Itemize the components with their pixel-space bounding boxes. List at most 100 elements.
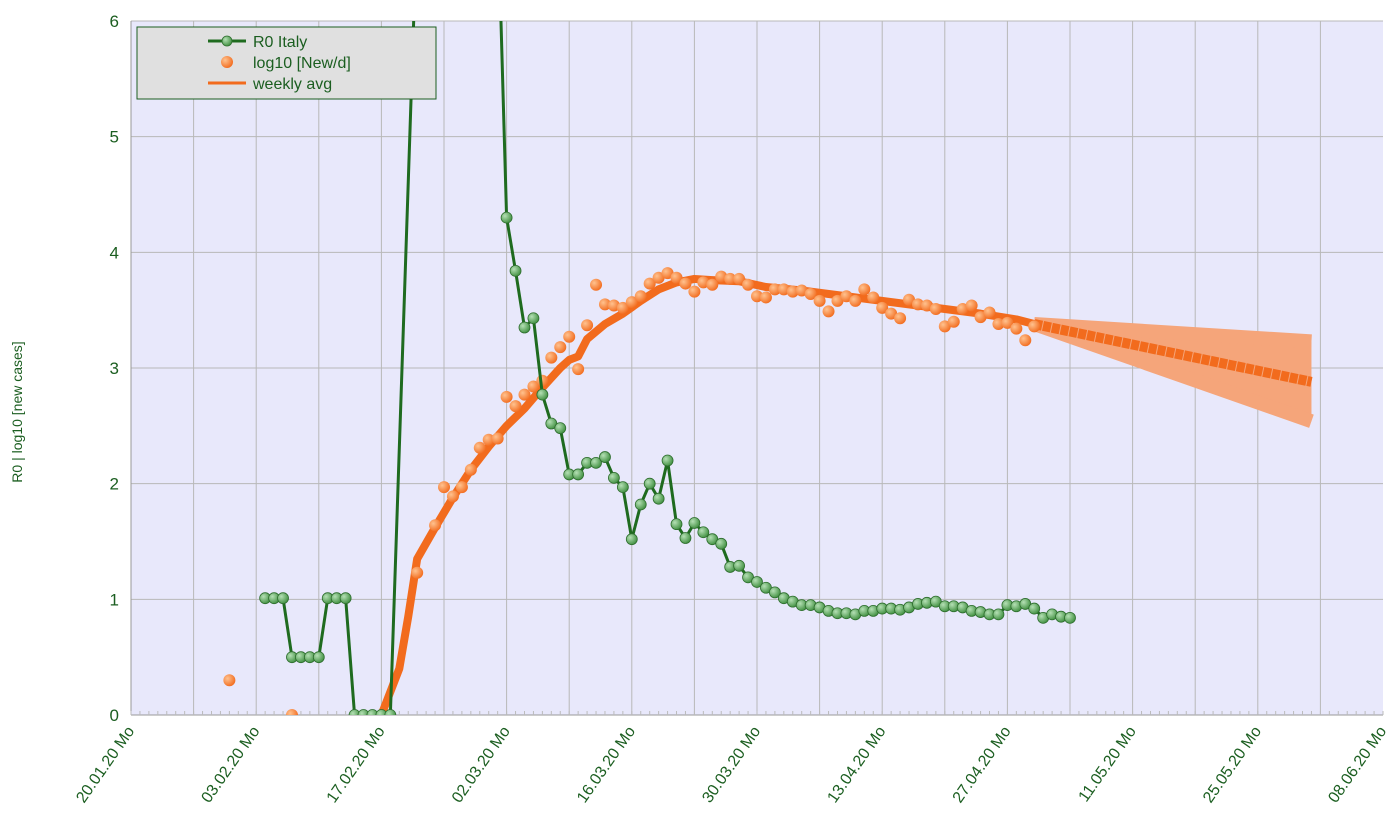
r0-point: [500, 211, 513, 224]
log-cases-point: [903, 293, 916, 306]
r0-point: [992, 608, 1005, 621]
log-cases-point: [527, 380, 540, 393]
r0-point: [768, 586, 781, 599]
log-cases-point: [768, 283, 781, 296]
x-tick-label: 03.02.20 Mo: [199, 723, 264, 806]
log-cases-point: [643, 277, 656, 290]
log-cases-point: [563, 330, 576, 343]
log-cases-point: [1019, 334, 1032, 347]
r0-point: [554, 422, 567, 435]
r0-point: [590, 456, 602, 469]
log-cases-point: [759, 291, 772, 304]
log-cases-point: [411, 566, 424, 579]
log-cases-point: [894, 312, 907, 325]
log-cases-point: [822, 305, 835, 318]
log-cases-point: [840, 290, 853, 303]
legend-label: log10 [New/d]: [253, 55, 351, 72]
log-cases-point: [491, 432, 504, 445]
log-cases-point: [849, 294, 862, 307]
r0-point: [375, 709, 388, 715]
log-cases-point: [223, 674, 236, 687]
r0-point: [384, 709, 397, 715]
log-cases-point: [938, 320, 951, 333]
log-cases-point: [876, 301, 889, 314]
log-cases-point: [473, 441, 486, 454]
log-cases-point: [983, 306, 996, 319]
log-cases-point: [429, 519, 442, 532]
log-cases-point: [518, 388, 531, 401]
log-cases-point: [733, 272, 746, 285]
r0-point: [312, 651, 325, 664]
log-cases-point: [464, 463, 477, 476]
r0-point: [518, 321, 531, 334]
log-cases-point: [706, 278, 719, 291]
r0-point: [643, 477, 656, 490]
x-tick-label: 30.03.20 Mo: [699, 723, 764, 806]
y-tick-label: 4: [110, 243, 119, 262]
y-tick-label: 5: [110, 128, 119, 147]
r0-point: [608, 471, 620, 484]
log-cases-point: [590, 278, 603, 291]
log-cases-point: [625, 296, 638, 309]
x-axis: 20.01.20 Mo 03.02.20 Mo 17.02.20 Mo 02.03.2…: [73, 723, 1390, 806]
x-tick-label: 02.03.20 Mo: [449, 723, 514, 806]
y-tick-label: 6: [110, 12, 119, 31]
log-cases-point: [813, 294, 826, 307]
r0-point: [697, 526, 710, 539]
log-cases-point: [634, 290, 647, 303]
projection-band-edge: [1031, 317, 1314, 428]
r0-point: [733, 559, 746, 572]
y-axis-label: R0 | log10 [new cases]: [9, 341, 25, 482]
log-cases-point: [545, 351, 558, 364]
x-tick-label: 20.01.20 Mo: [73, 723, 138, 806]
log-cases-point: [867, 291, 880, 304]
log-cases-point: [598, 298, 611, 311]
log-cases-point: [947, 315, 960, 328]
r0-point: [536, 388, 549, 401]
r0-point: [339, 592, 352, 605]
y-tick-label: 1: [110, 590, 119, 609]
log-cases-point: [1028, 320, 1041, 333]
r0-point: [715, 537, 728, 550]
log-cases-point: [616, 301, 629, 314]
legend-swatch-log-cases: [221, 56, 233, 68]
log-cases-point: [482, 433, 495, 446]
projection-band-edge: [1033, 317, 1312, 349]
log-cases-point: [285, 709, 298, 715]
r0-point: [616, 481, 629, 494]
x-tick-label: 17.02.20 Mo: [324, 723, 389, 806]
r0-point: [572, 468, 585, 481]
log-cases-point: [724, 272, 737, 285]
r0-point: [348, 709, 361, 715]
log-cases-point: [509, 400, 522, 413]
log-cases-point: [455, 481, 468, 494]
r0-point: [277, 592, 289, 605]
r0-point: [1028, 602, 1041, 615]
log-cases-point: [688, 285, 701, 298]
legend-label: R0 Italy: [253, 34, 307, 51]
y-axis: 0 1 2 3 4 5 6: [110, 12, 119, 725]
log-cases-point: [911, 298, 924, 311]
log-cases-point: [885, 307, 898, 320]
log-cases-point: [1010, 322, 1023, 335]
legend-swatch-r0-marker: [221, 35, 233, 47]
r0-point: [599, 451, 611, 463]
x-tick-label: 08.06.20 Mo: [1325, 723, 1390, 806]
log-cases-point: [974, 311, 987, 324]
r0-point: [634, 498, 647, 511]
log-cases-point: [786, 285, 799, 298]
x-tick-label: 13.04.20 Mo: [825, 723, 890, 806]
log-cases-point: [670, 271, 683, 284]
r0-point: [652, 492, 665, 505]
legend-box: [136, 26, 437, 100]
log-cases-point: [446, 490, 459, 503]
r0-point: [688, 517, 701, 529]
grid: [130, 20, 1383, 716]
r0-point: [679, 532, 692, 544]
y-tick-label: 0: [110, 706, 119, 725]
r0-point: [509, 264, 522, 277]
log-cases-point: [992, 318, 1005, 331]
log-cases-point: [554, 341, 567, 354]
series-layer: [223, 21, 1314, 715]
